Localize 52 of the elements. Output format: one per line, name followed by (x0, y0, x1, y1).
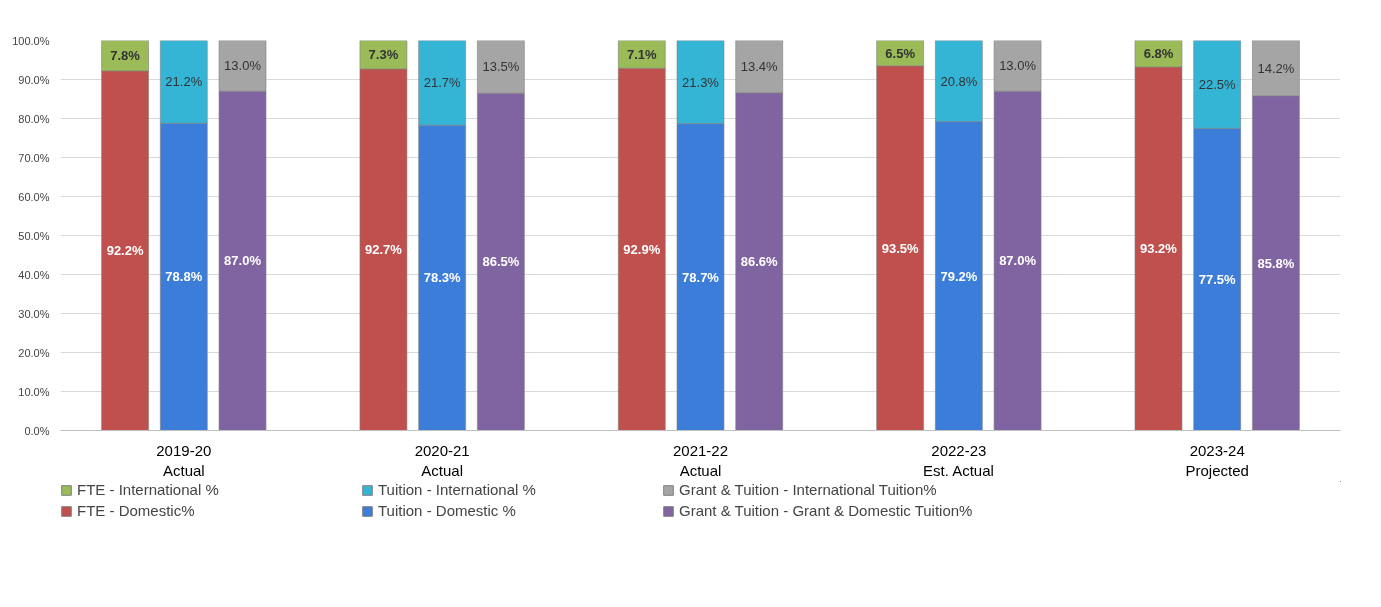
data-label: 78.8% (165, 269, 203, 285)
y-tick-label: 50.0% (18, 229, 50, 242)
data-label: 13.0% (999, 58, 1037, 74)
y-tick-label: 10.0% (18, 385, 50, 398)
data-label: 93.5% (881, 240, 919, 256)
data-label: 92.2% (106, 243, 144, 259)
y-tick-label: 30.0% (18, 307, 50, 320)
data-label: 13.0% (224, 58, 262, 74)
data-label: 22.5% (1198, 76, 1237, 92)
data-label: 21.3% (682, 74, 720, 90)
data-label: 7.3% (368, 47, 399, 63)
data-label: 86.5% (482, 254, 520, 270)
y-tick-label: 60.0% (18, 190, 50, 203)
data-label: 87.0% (224, 253, 262, 269)
y-tick-label: 20.0% (18, 346, 50, 359)
x-tick-label: 2021-22 Actual (672, 441, 729, 479)
legend-label: Grant & Tuition - International Tuition% (679, 481, 938, 498)
data-label: 87.0% (999, 253, 1037, 269)
data-label: 7.1% (626, 46, 658, 62)
y-tick-label: 80.0% (18, 112, 50, 125)
x-tick-label: 2020-21 Actual (414, 441, 470, 479)
legend-label: FTE - International % (77, 481, 220, 498)
data-label: 78.3% (423, 270, 462, 286)
x-tick-label: 2023-24 Projected (1185, 441, 1249, 479)
data-label: 92.9% (623, 241, 661, 257)
legend-label: Tuition - International % (378, 481, 537, 498)
data-label: 6.5% (885, 45, 916, 61)
legend-label: FTE - Domestic% (77, 502, 196, 519)
y-tick-label: 90.0% (18, 73, 50, 86)
data-label: 13.5% (482, 59, 520, 75)
x-tick-label: 2019-20 Actual (156, 441, 212, 479)
data-label: 78.7% (682, 269, 720, 285)
data-label: 14.2% (1257, 60, 1295, 76)
data-label: 85.8% (1257, 255, 1295, 271)
data-label: 86.6% (740, 254, 779, 270)
y-tick-label: 70.0% (18, 151, 50, 164)
legend-label: Grant & Tuition - Grant & Domestic Tuition% (679, 502, 973, 519)
data-label: 7.8% (110, 48, 141, 64)
y-tick-label: 100.0% (12, 34, 50, 47)
data-label: 6.8% (1143, 46, 1174, 62)
data-label: 92.7% (365, 242, 403, 258)
legend-label: Tuition - Domestic % (378, 502, 517, 519)
x-tick-label: 2022-23 Est. Actual (923, 441, 994, 479)
data-label: 93.2% (1140, 241, 1178, 257)
data-label: 21.2% (165, 74, 203, 90)
data-label: 21.7% (423, 75, 462, 91)
data-label: 79.2% (940, 268, 978, 284)
y-tick-label: 40.0% (18, 268, 50, 281)
data-label: 13.4% (740, 59, 779, 75)
y-tick-label: 0.0% (24, 424, 50, 437)
data-label: 77.5% (1198, 271, 1237, 287)
data-label: 20.8% (940, 73, 978, 89)
